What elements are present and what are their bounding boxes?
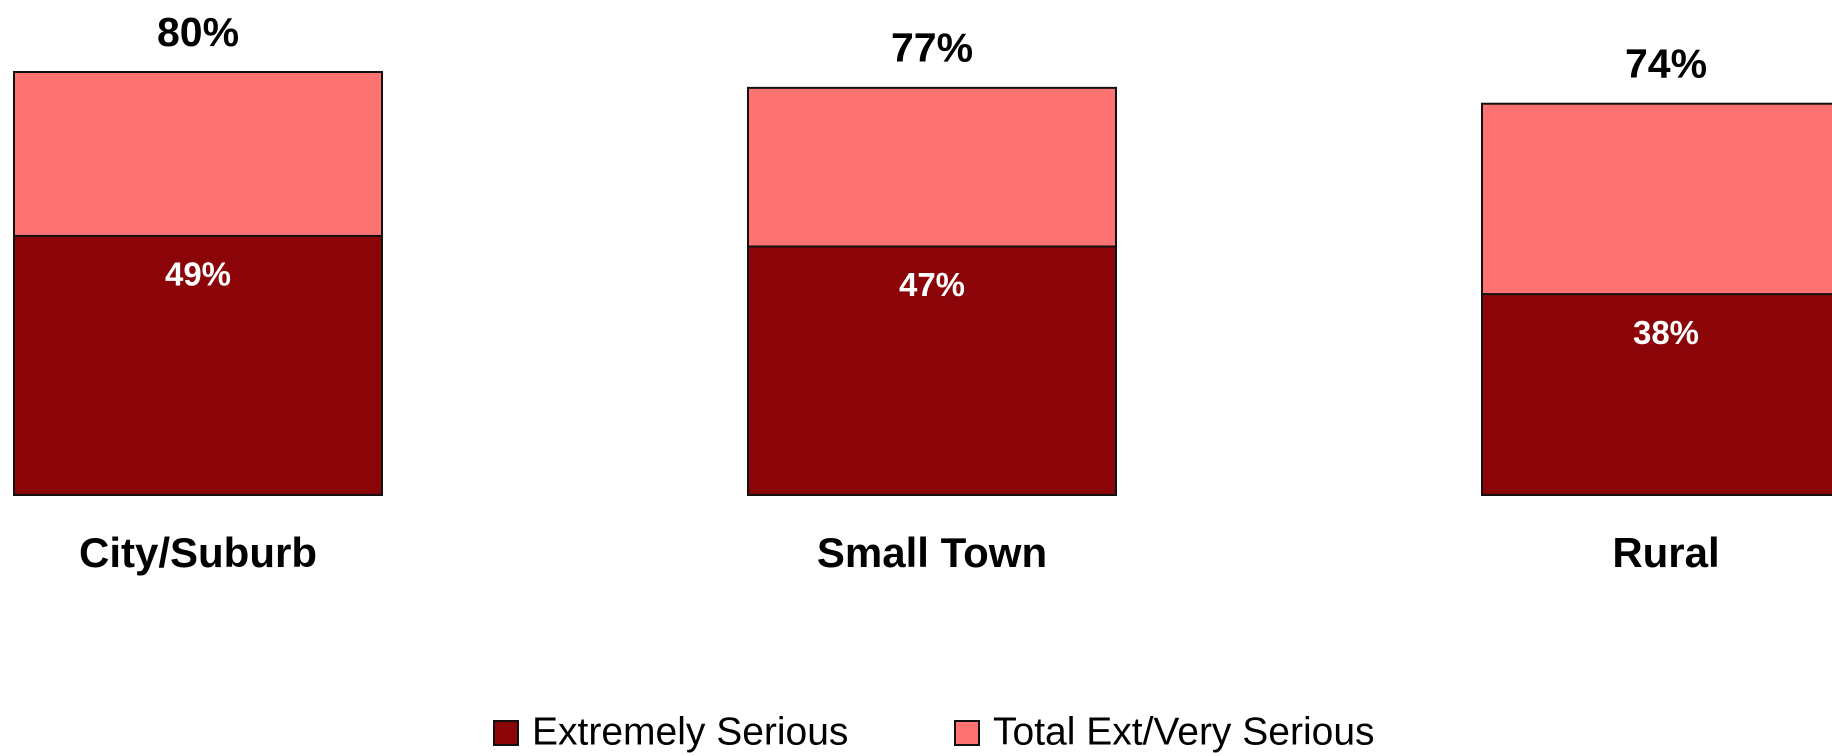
value-label: 77% [891,25,973,71]
value-label: 80% [157,9,239,55]
x-tick-label: Small Town [817,529,1047,576]
legend-label: Extremely Serious [532,710,848,753]
legend-swatch [493,720,519,746]
bar [747,245,1117,496]
value-label: 38% [1633,314,1699,351]
legend-label: Total Ext/Very Serious [993,710,1375,753]
bar [1481,293,1832,497]
x-tick-label: City/Suburb [79,529,317,576]
legend-swatch [954,720,980,746]
value-label: 49% [165,256,231,293]
value-label: 74% [1625,41,1707,87]
bar [13,234,383,496]
value-label: 47% [899,266,965,303]
x-tick-label: Rural [1612,529,1719,576]
